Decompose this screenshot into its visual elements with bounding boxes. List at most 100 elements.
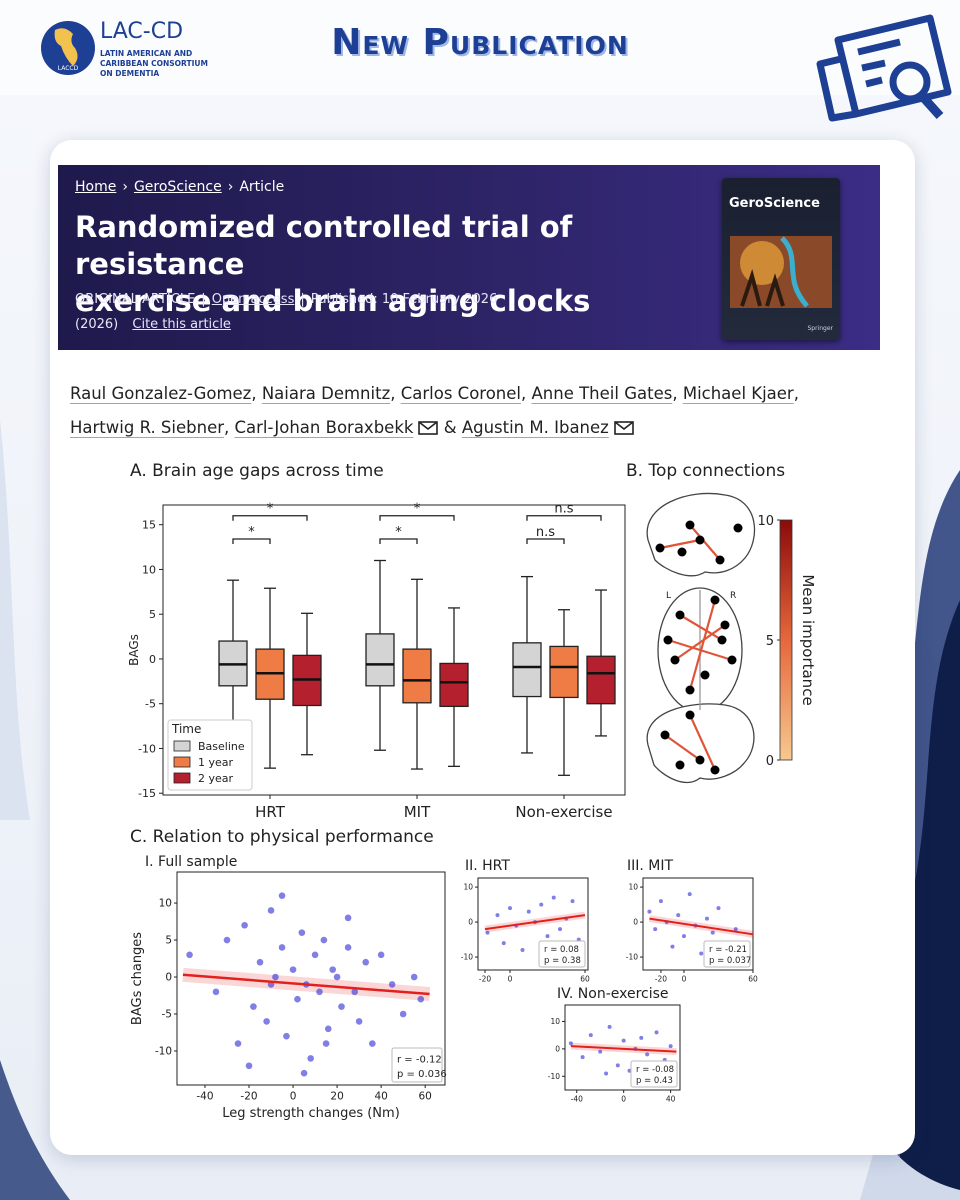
node — [695, 755, 705, 765]
logo-subtitle: LATIN AMERICAN AND — [100, 49, 192, 58]
article-banner: Home › GeroScience › Article Randomized cont… — [58, 165, 880, 350]
x-tick-label: Non-exercise — [515, 803, 612, 821]
connection — [667, 638, 733, 662]
point — [320, 936, 328, 944]
cover-art — [730, 236, 832, 308]
y-axis-label: BAGs — [127, 634, 141, 666]
legend-swatch — [173, 740, 191, 752]
x-tick-label: MIT — [404, 803, 431, 821]
point — [362, 958, 370, 966]
point — [604, 1071, 609, 1076]
author-name[interactable]: Hartwig R. Siebner — [70, 418, 225, 437]
meta-item[interactable]: Open access — [211, 292, 295, 307]
significance-label: * — [267, 502, 274, 517]
x-axis-label: Leg strength changes (Nm) — [222, 1106, 400, 1121]
point — [733, 927, 738, 932]
box — [402, 648, 432, 704]
breadcrumb-item[interactable]: GeroScience — [133, 179, 222, 195]
x-tick-label: 60 — [418, 1091, 431, 1103]
author-name[interactable]: Agustin M. Ibanez — [461, 418, 609, 437]
point — [495, 913, 500, 918]
colorbar-tick-label: 0 — [766, 754, 774, 769]
legend-swatch — [173, 756, 191, 768]
point — [570, 899, 575, 904]
x-tick-label: -20 — [655, 975, 667, 984]
node — [660, 730, 670, 740]
x-tick-label: 40 — [666, 1095, 676, 1104]
node — [685, 710, 695, 720]
breadcrumb-separator: › — [122, 179, 128, 195]
meta-separator: | — [201, 292, 206, 307]
y-tick-label: 10 — [159, 898, 172, 910]
author: Michael Kjaer, — [683, 384, 799, 403]
y-tick-label: 0 — [555, 1044, 560, 1053]
author: Hartwig R. Siebner, — [70, 418, 229, 437]
x-tick-label: 0 — [508, 975, 513, 984]
point — [311, 951, 319, 959]
point — [223, 936, 231, 944]
x-tick-label: -40 — [196, 1091, 213, 1103]
author-separator: , — [672, 384, 678, 403]
annotation: p = 0.036 — [397, 1069, 447, 1080]
header-band — [0, 0, 960, 95]
author-name[interactable]: Carl-Johan Boraxbekk — [234, 418, 414, 437]
x-tick-label: -20 — [240, 1091, 257, 1103]
point — [399, 1010, 407, 1018]
x-tick-label: -40 — [571, 1095, 583, 1104]
point — [267, 907, 275, 914]
x-tick-label: HRT — [255, 803, 286, 821]
author-name[interactable]: Michael Kjaer — [682, 384, 794, 403]
brain-lateral — [646, 492, 756, 577]
author-name[interactable]: Naiara Demnitz — [261, 384, 391, 403]
mail-icon[interactable] — [614, 420, 634, 436]
cover-art-figures — [740, 269, 785, 307]
journal-cover[interactable]: GeroScience Springer — [722, 178, 840, 340]
connection — [688, 714, 717, 771]
point — [545, 934, 550, 939]
author: Raul Gonzalez-Gomez, — [70, 384, 257, 403]
annotation: p = 0.43 — [636, 1076, 673, 1086]
panel-subtitle: II. HRT — [465, 858, 510, 874]
point — [710, 930, 715, 935]
article-title: Randomized controlled trial of resistanc… — [75, 209, 715, 320]
significance-bracket — [379, 515, 455, 521]
point — [551, 895, 556, 900]
point — [344, 944, 352, 951]
y-tick-label: 15 — [142, 519, 156, 532]
y-tick-label: 5 — [165, 935, 172, 947]
annotation-box — [630, 1060, 678, 1088]
author: Naiara Demnitz, — [262, 384, 396, 403]
cite-link[interactable]: Cite this article — [132, 317, 231, 332]
point — [245, 1062, 253, 1070]
y-tick-label: 10 — [463, 883, 473, 892]
y-tick-label: 0 — [165, 972, 172, 984]
mail-icon[interactable] — [418, 420, 439, 436]
point — [520, 948, 525, 953]
y-axis-label: BAGs changes — [130, 932, 145, 1025]
significance-label: n.s — [554, 502, 573, 517]
mail-flap — [614, 421, 634, 431]
author-name[interactable]: Carlos Coronel — [400, 384, 521, 403]
annotation: r = -0.21 — [709, 945, 747, 955]
author-separator: , — [793, 384, 799, 403]
y-tick-label: -10 — [155, 1045, 172, 1057]
node — [670, 655, 680, 665]
node — [720, 620, 730, 630]
author-name[interactable]: Raul Gonzalez-Gomez — [70, 384, 252, 403]
y-tick-label: -10 — [138, 742, 156, 755]
connection — [664, 734, 701, 761]
author-name[interactable]: Anne Theil Gates — [531, 384, 673, 403]
point — [294, 995, 301, 1003]
y-tick-label: -5 — [145, 698, 156, 711]
point — [272, 973, 279, 981]
point — [615, 1063, 620, 1068]
node — [695, 535, 705, 545]
connection — [688, 599, 717, 691]
legend-swatch — [173, 772, 191, 784]
meta-item: ORIGINAL ARTICLE — [75, 292, 196, 307]
breadcrumb-item: Article — [239, 179, 285, 195]
breadcrumb-item[interactable]: Home — [75, 179, 117, 195]
point — [263, 1018, 270, 1025]
annotation: r = -0.12 — [397, 1054, 442, 1065]
